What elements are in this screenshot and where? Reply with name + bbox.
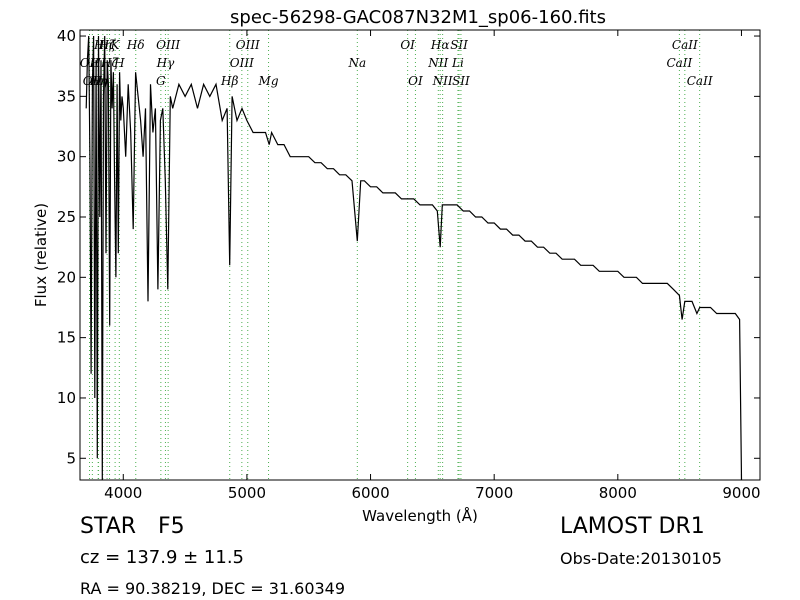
spectral-line-label: NII	[427, 56, 448, 70]
y-tick-label: 15	[57, 329, 76, 347]
spectral-line-label: OIII	[236, 38, 260, 52]
y-tick-label: 35	[57, 87, 76, 105]
spectral-line-label: SII	[450, 38, 468, 52]
x-axis-label: Wavelength (Å)	[362, 506, 478, 525]
spectral-line-label: OI	[408, 74, 423, 88]
spectral-line-label: Hα	[430, 38, 450, 52]
spectral-line-label: CaII	[687, 74, 713, 88]
spectral-line-label: OII	[80, 56, 100, 70]
plot-area-frame	[79, 29, 761, 481]
spectral-line-label: Hγ	[156, 56, 175, 70]
spectral-line-label: SII	[452, 74, 470, 88]
x-tick-label: 6000	[351, 484, 389, 502]
survey-name: LAMOST DR1	[560, 514, 705, 539]
observation-date: Obs-Date:20130105	[560, 549, 722, 568]
x-tick-label: 9000	[722, 484, 760, 502]
x-axis: 4000 5000 6000 7000 8000 9000	[104, 30, 761, 502]
y-axis: 5 10 15 20 25 30 35 40	[57, 27, 760, 467]
spectral-line-label: H	[113, 56, 125, 70]
spectral-line-label: OI	[400, 38, 415, 52]
object-class: STAR	[80, 514, 137, 539]
coordinates: RA = 90.38219, DEC = 31.60349	[80, 579, 346, 598]
spectral-line-label: G	[156, 74, 166, 88]
y-axis-label: Flux (relative)	[32, 203, 50, 307]
spectral-line-label: Hζ	[98, 38, 117, 52]
spectral-line-label: OIII	[230, 56, 254, 70]
spectral-line-label: K	[110, 38, 121, 52]
spectral-line-label: OIII	[156, 38, 180, 52]
spectral-line-label: Hβ	[220, 74, 238, 88]
spectral-line-label: Na	[347, 56, 366, 70]
spectral-line-label: CaII	[666, 56, 692, 70]
chart-title: spec-56298-GAC087N32M1_sp06-160.fits	[230, 7, 606, 28]
y-tick-label: 30	[57, 148, 76, 166]
y-tick-label: 10	[57, 389, 76, 407]
spectral-line-label: Li	[451, 56, 464, 70]
spectral-line-label: Hδ	[126, 38, 145, 52]
y-tick-label: 5	[66, 449, 76, 467]
y-tick-label: 20	[57, 268, 76, 286]
y-tick-label: 40	[57, 27, 76, 45]
spectrum-line	[85, 35, 743, 481]
x-tick-label: 8000	[599, 484, 637, 502]
spectral-lines-layer: OIIOIIHIHηHηHζHζKHHδGHγOIIIHβOIIIOIIIMgN…	[80, 30, 713, 480]
spectral-line-label: NII	[432, 74, 453, 88]
y-tick-label: 25	[57, 208, 76, 226]
spectrum-series-layer	[85, 35, 743, 481]
x-tick-label: 4000	[104, 484, 142, 502]
x-tick-label: 5000	[228, 484, 266, 502]
object-subclass: F5	[158, 514, 185, 539]
spectral-line-label: Mg	[258, 74, 279, 88]
redshift-cz: cz = 137.9 ± 11.5	[80, 547, 245, 568]
spectral-line-label: CaII	[672, 38, 698, 52]
x-tick-label: 7000	[475, 484, 513, 502]
